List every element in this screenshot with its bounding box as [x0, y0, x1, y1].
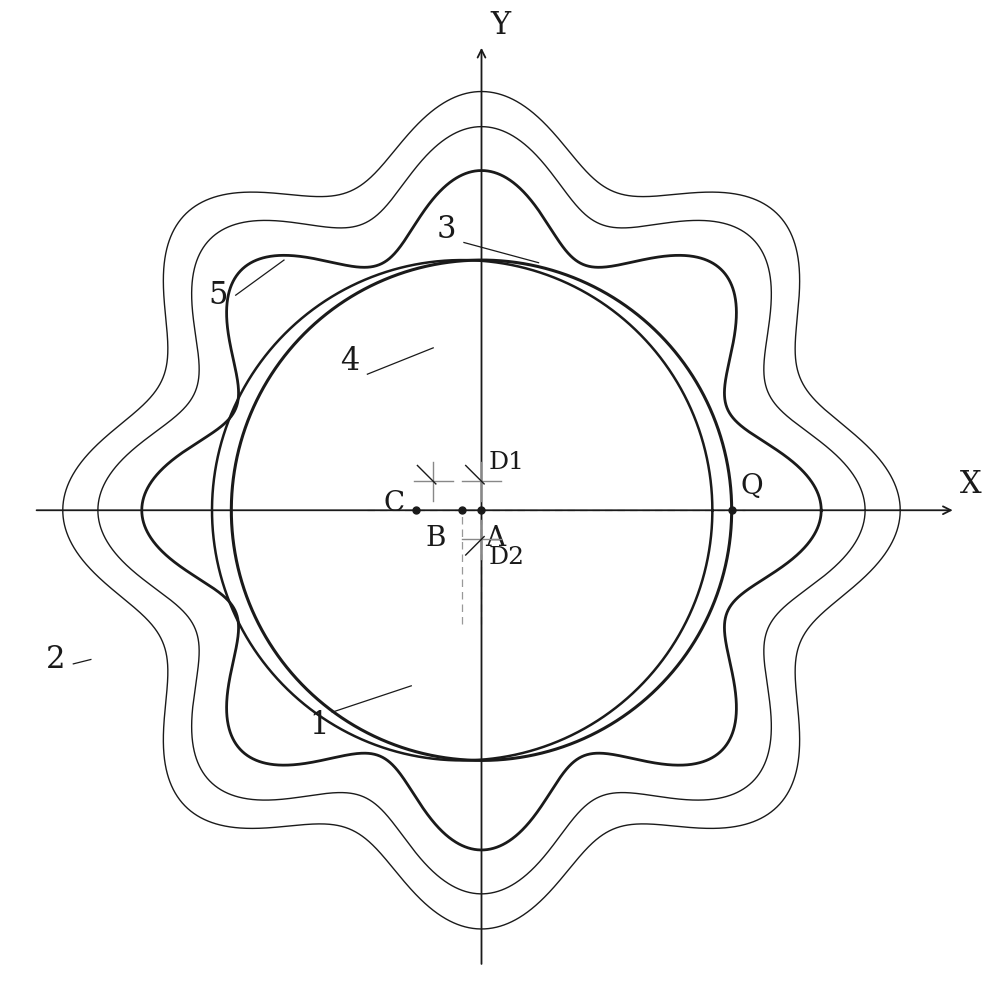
Text: D2: D2: [488, 546, 525, 569]
Text: 3: 3: [436, 214, 456, 245]
Text: 1: 1: [310, 710, 329, 741]
Text: 2: 2: [46, 644, 66, 675]
Text: Q: Q: [740, 473, 763, 500]
Text: B: B: [426, 525, 446, 552]
Text: C: C: [384, 490, 405, 517]
Text: 5: 5: [208, 280, 228, 311]
Text: 4: 4: [341, 346, 360, 377]
Text: A: A: [485, 525, 505, 552]
Text: X: X: [960, 469, 981, 500]
Text: D1: D1: [488, 451, 524, 474]
Text: Y: Y: [490, 10, 510, 41]
